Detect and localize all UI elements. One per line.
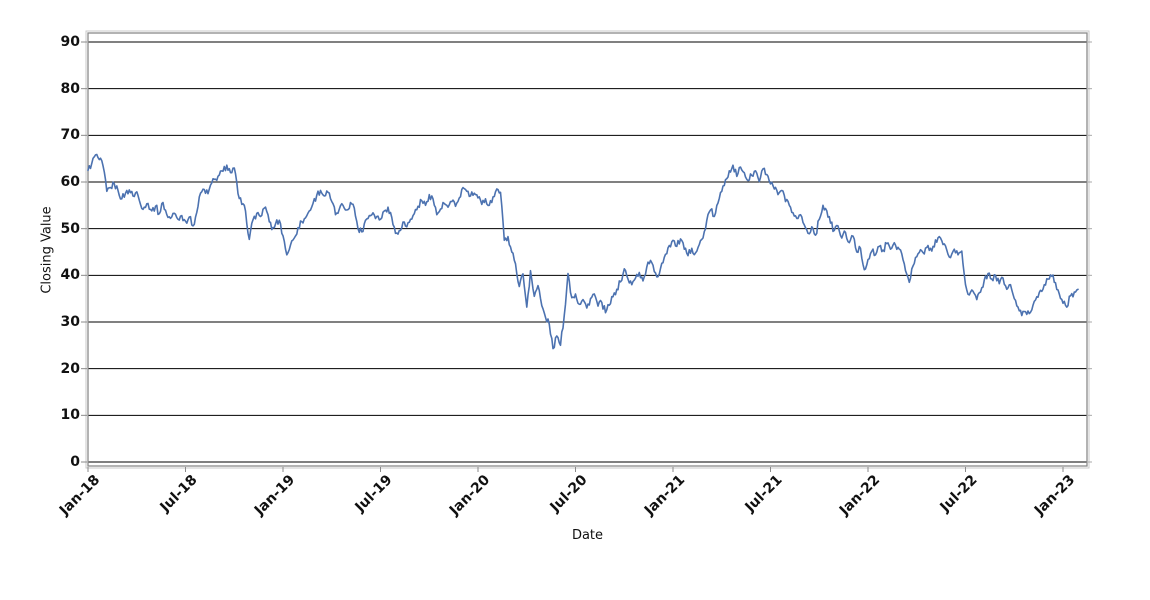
plot-border <box>87 32 1088 467</box>
y-tick-label: 40 <box>60 267 80 284</box>
y-tick-label: 20 <box>60 360 80 377</box>
y-tick-label: 0 <box>70 454 80 470</box>
x-axis-title: Date <box>571 528 604 543</box>
y-tick-label: 70 <box>60 127 80 144</box>
y-axis-title: Closing Value <box>39 206 55 294</box>
y-tick-label: 10 <box>60 407 80 424</box>
plot-border-outer <box>85 30 1090 469</box>
y-tick-label: 80 <box>60 80 80 97</box>
y-tick-label: 60 <box>60 173 80 190</box>
y-tick-label: 50 <box>60 220 80 237</box>
closing-value-line <box>87 153 1079 350</box>
y-tick-label: 90 <box>60 33 80 50</box>
y-tick-label: 30 <box>60 313 80 330</box>
